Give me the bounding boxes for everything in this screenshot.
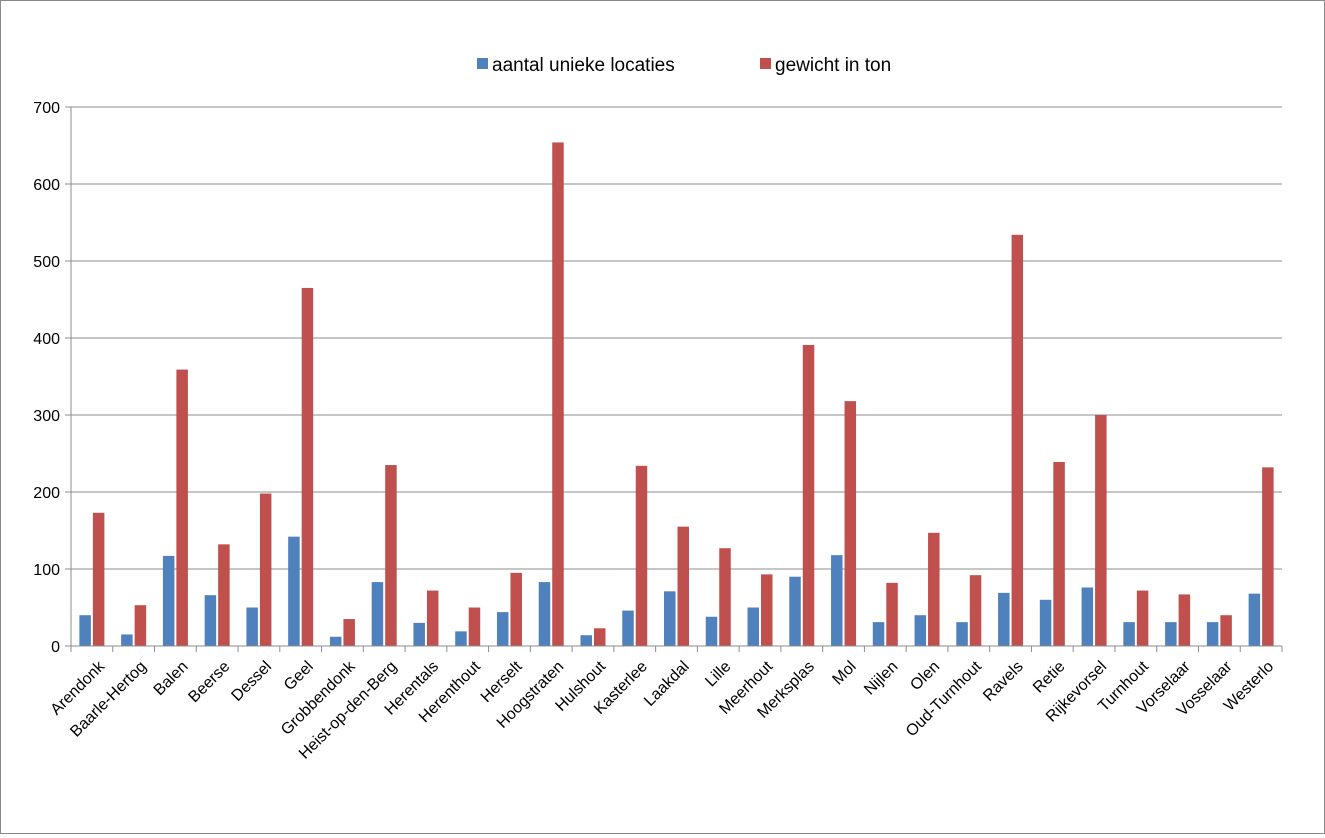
bar-gewicht-in-ton bbox=[1136, 590, 1149, 646]
bar-gewicht-in-ton bbox=[92, 512, 105, 646]
x-tick-label: Ravels bbox=[980, 658, 1027, 705]
bar-gewicht-in-ton bbox=[385, 465, 397, 646]
legend-swatch bbox=[477, 58, 488, 69]
legend-label: aantal unieke locaties bbox=[492, 55, 675, 76]
gridlines bbox=[71, 106, 1282, 647]
bar-aantal-unieke-locaties bbox=[1206, 622, 1219, 646]
bar-aantal-unieke-locaties bbox=[664, 591, 676, 646]
x-tick-label: Dessel bbox=[228, 658, 275, 705]
bar-aantal-unieke-locaties bbox=[1081, 587, 1094, 646]
bar-gewicht-in-ton bbox=[593, 628, 606, 646]
bar-aantal-unieke-locaties bbox=[1123, 622, 1135, 646]
bar-gewicht-in-ton bbox=[1095, 415, 1107, 646]
bar-gewicht-in-ton bbox=[719, 548, 731, 646]
y-tick-label: 300 bbox=[33, 408, 60, 425]
bar-gewicht-in-ton bbox=[218, 544, 230, 646]
legend: aantal unieke locaties gewicht in ton bbox=[477, 55, 891, 76]
y-tick-label: 600 bbox=[33, 177, 60, 194]
legend-swatch bbox=[760, 58, 771, 69]
bar-gewicht-in-ton bbox=[802, 344, 815, 646]
bar-gewicht-in-ton bbox=[343, 619, 355, 646]
x-tick-label: Oud-Turnhout bbox=[903, 658, 985, 740]
bar-gewicht-in-ton bbox=[844, 401, 857, 646]
bar-aantal-unieke-locaties bbox=[413, 622, 425, 646]
bar-gewicht-in-ton bbox=[259, 493, 272, 646]
bar-aantal-unieke-locaties bbox=[162, 555, 175, 646]
bar-aantal-unieke-locaties bbox=[371, 582, 384, 646]
bar-gewicht-in-ton bbox=[510, 572, 522, 646]
bar-gewicht-in-ton bbox=[1053, 461, 1065, 646]
bar-aantal-unieke-locaties bbox=[246, 607, 258, 646]
y-tick-label: 500 bbox=[33, 254, 60, 271]
bar-aantal-unieke-locaties bbox=[622, 610, 634, 646]
bar-aantal-unieke-locaties bbox=[831, 555, 843, 646]
x-tick-label: Retie bbox=[1030, 658, 1069, 697]
bar-aantal-unieke-locaties bbox=[538, 582, 551, 646]
axes bbox=[70, 107, 1282, 647]
legend-label: gewicht in ton bbox=[775, 55, 891, 76]
bar-aantal-unieke-locaties bbox=[204, 595, 217, 646]
y-tick-label: 700 bbox=[33, 100, 60, 117]
x-tick-label: Laakdal bbox=[641, 658, 693, 710]
bar-aantal-unieke-locaties bbox=[288, 536, 300, 646]
bar-gewicht-in-ton bbox=[1178, 594, 1191, 646]
x-tick-label: Baarle-Hertog bbox=[67, 658, 149, 740]
bar-aantal-unieke-locaties bbox=[329, 636, 342, 646]
bar-gewicht-in-ton bbox=[969, 575, 982, 646]
bar-gewicht-in-ton bbox=[552, 142, 564, 647]
y-tick-label: 400 bbox=[33, 331, 60, 348]
bar-aantal-unieke-locaties bbox=[998, 592, 1010, 646]
bar-aantal-unieke-locaties bbox=[496, 612, 509, 646]
y-tick-label: 100 bbox=[33, 562, 60, 579]
y-tick-label: 200 bbox=[33, 485, 60, 502]
bar-gewicht-in-ton bbox=[468, 607, 481, 646]
y-axis-ticks: 0 100 200 300 400 500 600 700 bbox=[33, 100, 71, 656]
x-tick-label: Mol bbox=[829, 658, 859, 688]
bar-gewicht-in-ton bbox=[176, 369, 188, 646]
bar-aantal-unieke-locaties bbox=[1248, 593, 1261, 646]
x-tick-label: Nijlen bbox=[861, 658, 901, 698]
bar-gewicht-in-ton bbox=[928, 532, 940, 646]
bar-aantal-unieke-locaties bbox=[872, 622, 885, 646]
x-tick-label: Geel bbox=[281, 658, 317, 694]
bar-gewicht-in-ton bbox=[761, 574, 773, 646]
bar-aantal-unieke-locaties bbox=[1039, 599, 1052, 646]
bar-gewicht-in-ton bbox=[886, 582, 898, 646]
bar-gewicht-in-ton bbox=[1262, 467, 1274, 646]
y-tick-label: 0 bbox=[51, 639, 60, 656]
bar-aantal-unieke-locaties bbox=[789, 576, 801, 646]
bar-aantal-unieke-locaties bbox=[1165, 622, 1177, 646]
bar-aantal-unieke-locaties bbox=[705, 616, 718, 646]
bar-aantal-unieke-locaties bbox=[956, 622, 968, 646]
bar-gewicht-in-ton bbox=[635, 465, 648, 646]
bar-gewicht-in-ton bbox=[134, 605, 147, 646]
bar-gewicht-in-ton bbox=[1220, 615, 1232, 646]
bar-aantal-unieke-locaties bbox=[747, 607, 760, 646]
bar-aantal-unieke-locaties bbox=[914, 615, 927, 646]
x-tick-label: Beerse bbox=[185, 658, 233, 706]
bar-aantal-unieke-locaties bbox=[79, 615, 91, 646]
x-tick-label: Lille bbox=[702, 658, 734, 690]
bar-aantal-unieke-locaties bbox=[455, 631, 467, 646]
bar-gewicht-in-ton bbox=[426, 590, 439, 646]
bar-gewicht-in-ton bbox=[301, 287, 314, 646]
bar-gewicht-in-ton bbox=[677, 526, 689, 646]
bar-aantal-unieke-locaties bbox=[121, 634, 133, 646]
x-tick-label: Olen bbox=[907, 658, 943, 694]
bar-gewicht-in-ton bbox=[1011, 234, 1024, 646]
bars bbox=[79, 142, 1274, 647]
bar-aantal-unieke-locaties bbox=[580, 635, 592, 646]
